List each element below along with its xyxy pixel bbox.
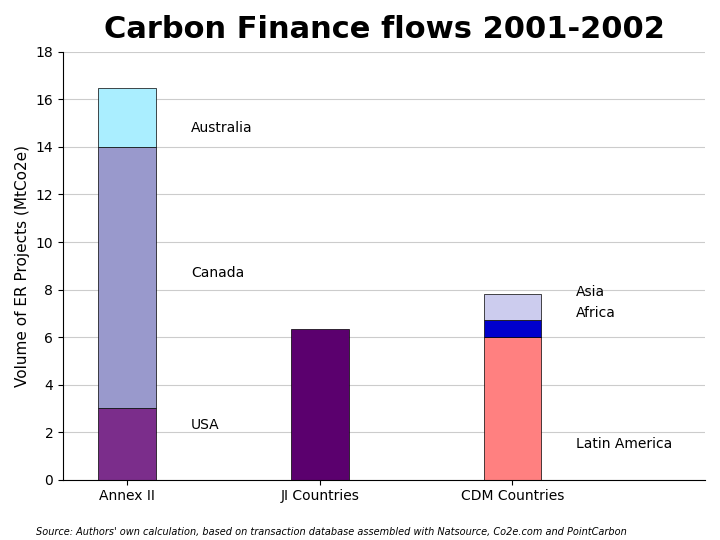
Text: USA: USA <box>191 418 220 432</box>
Bar <box>484 294 541 320</box>
Text: Source: Authors' own calculation, based on transaction database assembled with N: Source: Authors' own calculation, based … <box>36 527 626 537</box>
Bar <box>99 408 156 480</box>
Bar <box>99 87 156 147</box>
Text: Asia: Asia <box>576 285 605 299</box>
Title: Carbon Finance flows 2001-2002: Carbon Finance flows 2001-2002 <box>104 15 665 44</box>
Bar <box>484 337 541 480</box>
Text: Australia: Australia <box>191 121 253 135</box>
Text: Africa: Africa <box>576 306 616 320</box>
Bar <box>99 147 156 408</box>
Text: Latin America: Latin America <box>576 437 672 451</box>
Text: Canada: Canada <box>191 266 244 280</box>
Bar <box>484 320 541 337</box>
Y-axis label: Volume of ER Projects (MtCo2e): Volume of ER Projects (MtCo2e) <box>15 145 30 387</box>
Bar <box>291 329 348 480</box>
